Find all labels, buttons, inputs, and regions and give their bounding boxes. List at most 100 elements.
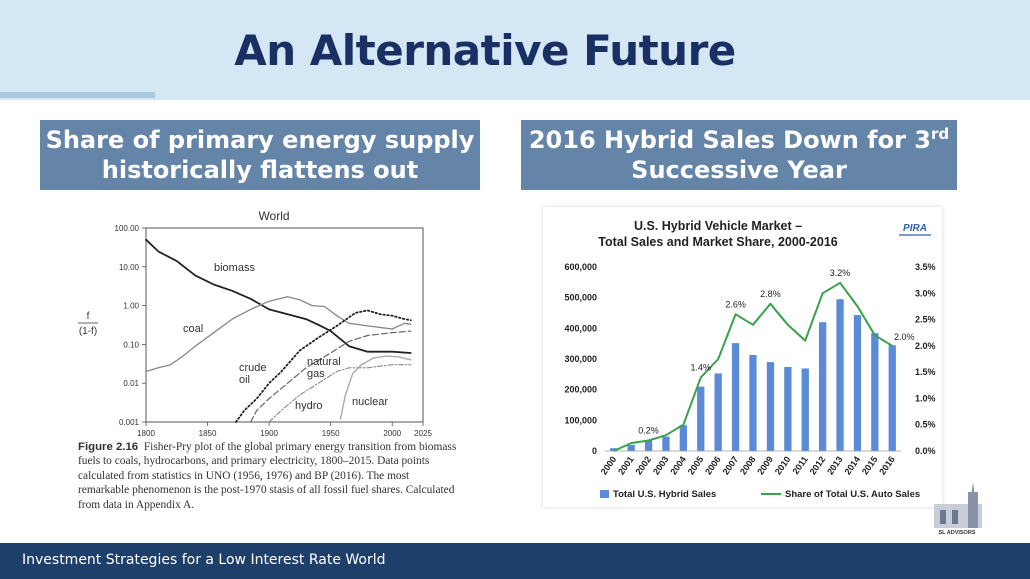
- hybrid-bar-2008: [749, 355, 757, 451]
- hybrid-bar-2016: [888, 345, 896, 451]
- hybrid-bar-2010: [784, 367, 792, 451]
- fisher-x-tick-label: 1900: [260, 429, 278, 438]
- hybrid-x-tick-2008: 2008: [738, 454, 758, 476]
- hybrid-bar-2013: [836, 299, 844, 451]
- annot-natural: natural: [307, 356, 341, 368]
- footer-bar: Investment Strategies for a Low Interest…: [0, 543, 1030, 579]
- fisher-plot-frame: [145, 227, 424, 423]
- fisher-series-biomass: [145, 238, 412, 354]
- hybrid-share-line: [613, 281, 893, 452]
- fisher-x-tick-label: 2000: [383, 429, 401, 438]
- hybrid-bar-2000: [610, 448, 618, 451]
- hybrid-bar-2007: [731, 343, 740, 451]
- hybrid-x-tick-2011: 2011: [790, 454, 809, 476]
- hybrid-x-tick-2009: 2009: [755, 454, 775, 476]
- hybrid-chart-subtitle: Total Sales and Market Share, 2000-2016: [598, 235, 838, 249]
- fisher-series-coal: [145, 296, 412, 373]
- hybrid-data-label-2005: 1.4%: [691, 362, 712, 372]
- hybrid-x-tick-2015: 2015: [860, 454, 880, 476]
- annot-gas: gas: [307, 368, 325, 380]
- header-band: [0, 0, 1030, 100]
- hybrid-y-left-tick: 500,000: [564, 293, 597, 303]
- hybrid-bar-2006: [714, 373, 722, 451]
- hybrid-x-tick-2010: 2010: [773, 454, 793, 476]
- hybrid-bar-2003: [662, 436, 670, 451]
- hybrid-y-right-tick: 2.0%: [915, 341, 936, 351]
- hybrid-data-label-2007: 2.6%: [725, 299, 746, 309]
- fisher-ylabel-top: f: [87, 311, 90, 322]
- fisher-series-hydro: [268, 364, 412, 423]
- fisher-x-tick-label: 1850: [199, 429, 217, 438]
- hybrid-bar-2009: [766, 362, 775, 451]
- logo-window-1: [940, 510, 946, 524]
- hybrid-x-tick-2012: 2012: [808, 454, 828, 476]
- hybrid-chart-panel: U.S. Hybrid Vehicle Market – Total Sales…: [543, 207, 942, 507]
- hybrid-data-label-2016: 2.0%: [894, 332, 915, 342]
- hybrid-x-tick-2003: 2003: [651, 454, 671, 476]
- hybrid-x-tick-2013: 2013: [825, 454, 845, 476]
- caption-label: Figure 2.16: [78, 441, 139, 453]
- hybrid-x-tick-2014: 2014: [842, 454, 862, 476]
- sl-advisors-logo: SL ADVISORS: [934, 482, 982, 536]
- hybrid-x-tick-2005: 2005: [686, 454, 706, 476]
- annot-crude: crude: [239, 362, 267, 374]
- hybrid-bar-2005: [697, 386, 705, 451]
- figure-caption: Figure 2.16 Fisher-Pry plot of the globa…: [78, 440, 458, 512]
- hybrid-data-label-2002: 0.2%: [638, 425, 659, 435]
- hybrid-x-tick-2000: 2000: [599, 454, 619, 476]
- left-heading-line2: historically flattens out: [101, 156, 419, 184]
- fisher-series-crude-oil: [235, 309, 412, 423]
- right-heading-line1: 2016 Hybrid Sales Down for 3rd: [521, 125, 957, 155]
- legend-label-sales: Total U.S. Hybrid Sales: [613, 489, 716, 500]
- hybrid-y-left-tick: 400,000: [564, 323, 597, 333]
- logo-window-2: [952, 510, 958, 524]
- hybrid-y-right-tick: 2.5%: [915, 315, 936, 325]
- hybrid-x-tick-2016: 2016: [877, 454, 897, 476]
- hybrid-data-label-2009: 2.8%: [760, 289, 781, 299]
- footer-text: Investment Strategies for a Low Interest…: [22, 552, 386, 568]
- hybrid-y-right-tick: 1.5%: [915, 367, 936, 377]
- fisher-x-tick-label: 1800: [137, 429, 155, 438]
- fisher-y-tick-label: 0.10: [123, 340, 139, 349]
- logo-tower: [968, 492, 978, 528]
- right-heading-line1-text: 2016 Hybrid Sales Down for 3: [528, 126, 931, 154]
- left-heading-line1: Share of primary energy supply: [45, 126, 475, 154]
- annot-oil: oil: [239, 374, 250, 386]
- legend-label-share: Share of Total U.S. Auto Sales: [785, 489, 920, 500]
- annot-hydro: hydro: [295, 400, 323, 412]
- annot-coal: coal: [183, 323, 203, 335]
- hybrid-y-left-tick: 300,000: [564, 354, 597, 364]
- annot-nuclear: nuclear: [352, 396, 388, 408]
- hybrid-bar-2001: [627, 444, 635, 451]
- fisher-x-tick-label: 1950: [322, 429, 340, 438]
- hybrid-bar-2011: [801, 368, 809, 451]
- slide-title: An Alternative Future: [234, 26, 736, 75]
- right-heading-line2: Successive Year: [631, 156, 847, 184]
- fisher-y-tick-label: 10.00: [119, 263, 140, 272]
- legend-swatch-sales: [600, 490, 609, 498]
- hybrid-y-right-tick: 3.0%: [915, 288, 936, 298]
- fisher-y-tick-label: 0.001: [119, 418, 140, 427]
- fisher-x-tick-label: 2025: [414, 429, 432, 438]
- hybrid-bar-2015: [871, 333, 879, 451]
- fisher-chart-title: World: [258, 209, 289, 223]
- hybrid-bar-2012: [819, 322, 827, 451]
- hybrid-bar-2014: [853, 315, 862, 451]
- fisher-series-natural-gas: [250, 330, 412, 423]
- fisher-y-tick-label: 100.00: [115, 224, 140, 233]
- hybrid-sales-chart: U.S. Hybrid Vehicle Market – Total Sales…: [564, 219, 936, 500]
- fisher-y-tick-label: 1.00: [123, 302, 139, 311]
- fisher-ylabel-bottom: (1-f): [79, 326, 97, 337]
- logo-text: SL ADVISORS: [939, 530, 976, 536]
- right-section-heading: 2016 Hybrid Sales Down for 3rd Successiv…: [521, 120, 957, 190]
- hybrid-x-tick-2007: 2007: [721, 454, 741, 476]
- pira-logo: PIRA: [903, 223, 927, 234]
- hybrid-x-tick-2004: 2004: [668, 454, 688, 476]
- hybrid-y-right-tick: 0.0%: [915, 446, 936, 456]
- right-heading-ordinal: rd: [931, 125, 950, 143]
- fisher-series-nuclear: [339, 355, 412, 420]
- hybrid-x-tick-2006: 2006: [703, 454, 723, 476]
- fisher-y-tick-label: 0.01: [123, 379, 139, 388]
- hybrid-y-left-tick: 0: [592, 446, 597, 456]
- hybrid-y-right-tick: 3.5%: [915, 262, 936, 272]
